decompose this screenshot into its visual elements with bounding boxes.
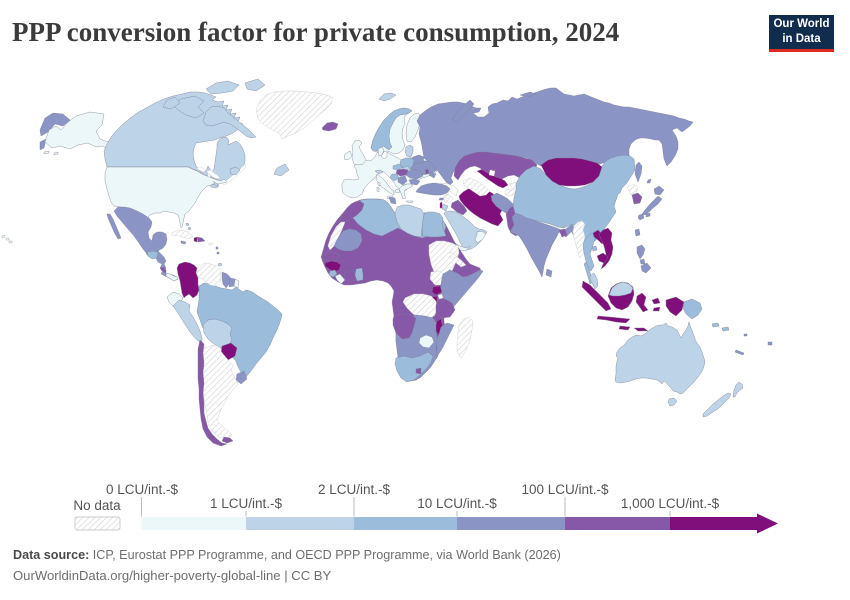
svg-text:2 LCU/int.-$: 2 LCU/int.-$ (318, 482, 391, 497)
svg-text:10 LCU/int.-$: 10 LCU/int.-$ (417, 496, 497, 511)
svg-text:0 LCU/int.-$: 0 LCU/int.-$ (106, 482, 179, 497)
svg-text:1 LCU/int.-$: 1 LCU/int.-$ (210, 496, 283, 511)
svg-text:1,000 LCU/int.-$: 1,000 LCU/int.-$ (621, 496, 720, 511)
svg-text:100 LCU/int.-$: 100 LCU/int.-$ (521, 482, 609, 497)
svg-text:No data: No data (73, 498, 121, 513)
